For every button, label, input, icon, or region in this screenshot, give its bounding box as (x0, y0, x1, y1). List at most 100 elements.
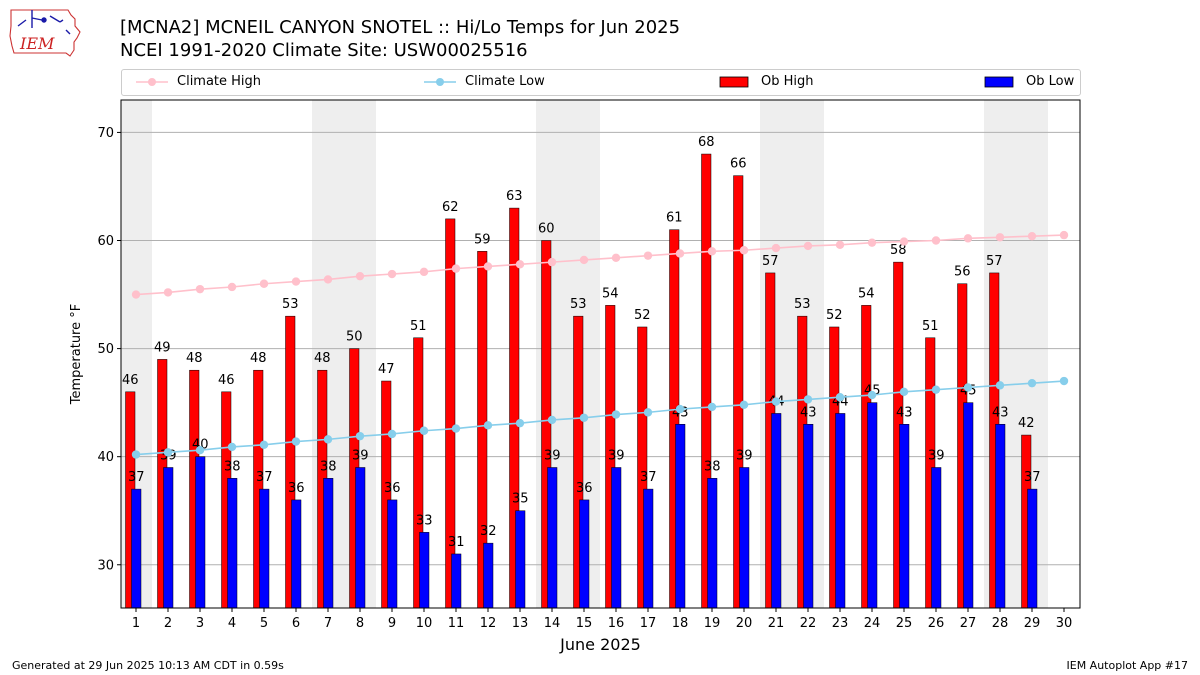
ob-low-label: 38 (320, 459, 337, 474)
ob-high-label: 52 (634, 308, 651, 323)
climate-low-point (419, 426, 429, 435)
climate-low-point (579, 413, 589, 422)
climate-low-point (1027, 378, 1037, 388)
ob-high-label: 51 (410, 319, 427, 334)
x-tick-label: 6 (292, 616, 300, 631)
iem-logo-text: IEM (19, 34, 55, 53)
ob-high-label: 48 (250, 351, 267, 366)
x-tick-label: 28 (992, 616, 1009, 631)
x-tick-label: 21 (768, 616, 785, 631)
ob-low-label: 43 (992, 405, 1009, 420)
ob-low-label: 36 (288, 481, 305, 496)
climate-high-point (739, 246, 749, 255)
ob-low-label: 37 (640, 470, 657, 485)
ob-high-label: 59 (474, 232, 491, 247)
chart-subtitle: NCEI 1991-2020 Climate Site: USW00025516 (120, 40, 528, 61)
ob-high-label: 50 (346, 330, 363, 345)
climate-high-point (547, 257, 557, 267)
climate-high-point (931, 236, 941, 245)
ob-low-bar (419, 532, 430, 609)
climate-low-point (611, 410, 621, 419)
climate-low-point (387, 429, 397, 439)
climate-low-point (803, 395, 813, 404)
ob-low-bar (163, 467, 174, 609)
ob-high-label: 53 (794, 297, 811, 312)
ob-low-bar (131, 488, 142, 609)
ob-low-label: 39 (736, 448, 753, 463)
ob-low-bar (611, 467, 622, 609)
climate-high-point (1027, 231, 1037, 241)
ob-high-label: 54 (602, 286, 619, 301)
ob-low-bar (739, 467, 750, 609)
x-tick-label: 8 (356, 616, 364, 631)
ob-low-label: 38 (224, 459, 241, 474)
ob-low-bar (1027, 488, 1038, 609)
climate-low-point (835, 393, 845, 402)
x-tick-label: 2 (164, 616, 172, 631)
climate-high-point (419, 267, 429, 277)
climate-high-point (835, 240, 845, 250)
y-tick-label: 30 (97, 558, 114, 573)
climate-high-point (771, 243, 781, 253)
x-tick-label: 19 (704, 616, 721, 631)
climate-low-point (515, 418, 525, 428)
legend-label-ob-high: Ob High (761, 74, 814, 89)
legend-ob-high-swatch (719, 76, 749, 88)
plot-frame (120, 99, 1081, 609)
ob-low-bar (483, 542, 494, 609)
x-tick-label: 17 (640, 616, 657, 631)
ob-high-label: 52 (826, 308, 843, 323)
x-tick-label: 11 (448, 616, 465, 631)
ob-low-bar (899, 424, 910, 609)
y-tick-label: 50 (97, 342, 114, 357)
climate-high-point (163, 288, 173, 297)
footer-app: IEM Autoplot App #17 (1066, 659, 1189, 672)
climate-high-point (707, 247, 717, 256)
x-tick-label: 12 (480, 616, 497, 631)
ob-low-bar (323, 478, 334, 609)
ob-low-label: 39 (608, 448, 625, 463)
ob-high-label: 53 (570, 297, 587, 312)
climate-low-point (323, 435, 333, 444)
climate-high-point (899, 237, 909, 246)
ob-high-label: 60 (538, 222, 555, 237)
ob-low-label: 39 (544, 448, 561, 463)
ob-high-label: 68 (698, 135, 715, 150)
ob-low-bar (707, 478, 718, 609)
legend-climate-high-marker (136, 78, 168, 86)
climate-low-line (135, 380, 1065, 456)
climate-low-point (547, 415, 557, 425)
x-tick-label: 26 (928, 616, 945, 631)
climate-high-point (387, 269, 397, 279)
legend-label-climate-high: Climate High (177, 74, 262, 89)
ob-low-bar (195, 456, 206, 609)
x-tick-label: 24 (864, 616, 881, 631)
climate-high-point (259, 279, 269, 288)
climate-low-point (963, 383, 973, 392)
ob-low-bar (355, 467, 366, 609)
climate-low-point (355, 431, 365, 441)
ob-high-label: 48 (314, 351, 331, 366)
x-tick-label: 7 (324, 616, 332, 631)
ob-low-label: 38 (704, 459, 721, 474)
y-axis-label: Temperature °F (69, 304, 84, 405)
ob-low-bar (291, 499, 302, 609)
ob-low-bar (451, 553, 462, 609)
ob-high-label: 63 (506, 189, 523, 204)
ob-low-bar (803, 424, 814, 609)
y-tick-label: 40 (97, 450, 114, 465)
legend-label-climate-low: Climate Low (465, 74, 545, 89)
ob-high-label: 49 (154, 340, 171, 355)
climate-high-point (643, 251, 653, 260)
ob-low-bar (963, 402, 974, 609)
ob-high-label: 57 (986, 254, 1003, 269)
climate-high-point (515, 260, 525, 269)
ob-low-bar (227, 478, 238, 609)
climate-low-point (131, 450, 141, 459)
ob-high-label: 56 (954, 265, 971, 280)
climate-low-point (995, 381, 1005, 390)
x-tick-label: 5 (260, 616, 268, 631)
x-tick-label: 15 (576, 616, 593, 631)
ob-high-label: 54 (858, 286, 875, 301)
